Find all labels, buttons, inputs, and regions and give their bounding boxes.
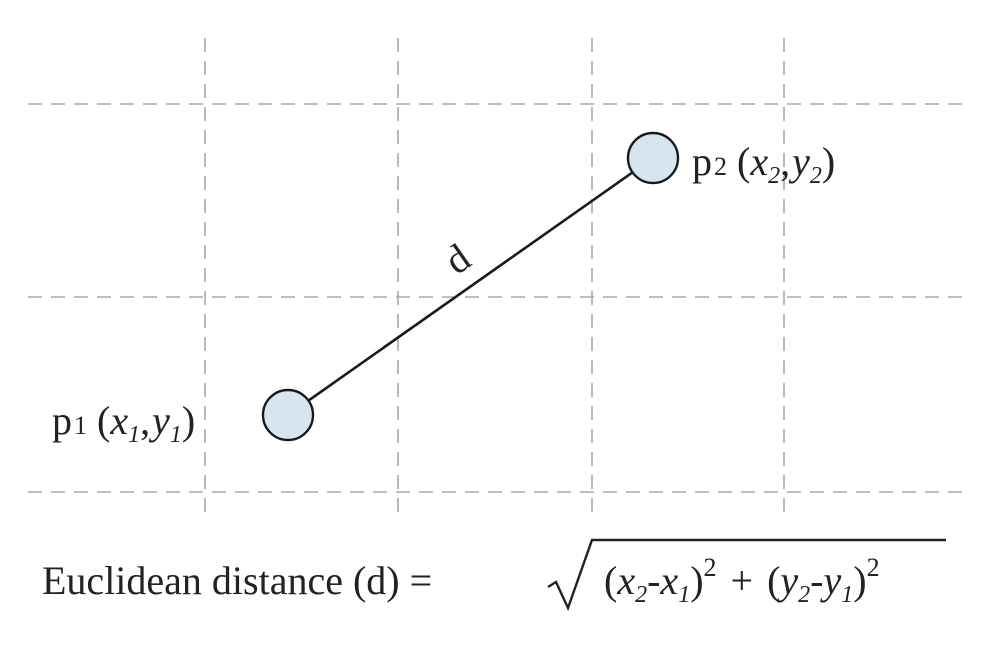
distance-label: d <box>436 235 478 283</box>
radical-sign <box>547 538 946 612</box>
term1-x2-sub: 2 <box>635 582 647 608</box>
formula-radicand: (x2-x1)2 + (y2-y1)2 <box>604 553 880 608</box>
term2-y2: y <box>776 558 798 603</box>
p1-x: x <box>109 398 128 443</box>
term2-minus: - <box>810 558 823 603</box>
term1-open: ( <box>604 558 617 603</box>
point-p1 <box>261 388 315 442</box>
grid <box>28 38 968 518</box>
point-p1-label: p1 (x1,y1) <box>52 398 195 448</box>
distance-line <box>287 156 654 417</box>
term1-minus: - <box>647 558 660 603</box>
p1-x-sub: 1 <box>128 422 140 448</box>
p1-open-paren: ( <box>97 398 110 443</box>
term1-x1: x <box>659 558 678 603</box>
p2-y: y <box>788 139 810 184</box>
p2-open-paren: ( <box>737 139 750 184</box>
term1-exponent: 2 <box>704 553 717 582</box>
term2-y1: y <box>820 558 842 603</box>
p2-index: 2 <box>714 152 727 181</box>
point-p2 <box>626 131 680 185</box>
point-p2-label: p2 (x2,y2) <box>692 139 835 189</box>
p1-comma: , <box>140 398 150 443</box>
p2-name: p <box>692 139 712 184</box>
formula-lhs: Euclidean distance (d) = <box>42 558 432 603</box>
plus-sign: + <box>731 558 754 603</box>
p2-comma: , <box>780 139 790 184</box>
p2-x: x <box>749 139 768 184</box>
term2-y1-sub: 1 <box>841 582 853 608</box>
p2-close-paren: ) <box>822 139 835 184</box>
term1-close: ) <box>690 558 703 603</box>
term1-x1-sub: 1 <box>678 582 690 608</box>
term1-x2: x <box>616 558 635 603</box>
term2-exponent: 2 <box>867 553 880 582</box>
p2-x-sub: 2 <box>768 163 780 189</box>
p1-index: 1 <box>74 411 87 440</box>
p1-y-sub: 1 <box>170 422 182 448</box>
p1-name: p <box>52 398 72 443</box>
p1-y: y <box>148 398 170 443</box>
p2-y-sub: 2 <box>810 163 822 189</box>
term2-open: ( <box>767 558 780 603</box>
term2-close: ) <box>853 558 866 603</box>
term2-y2-sub: 2 <box>798 582 810 608</box>
p1-close-paren: ) <box>182 398 195 443</box>
